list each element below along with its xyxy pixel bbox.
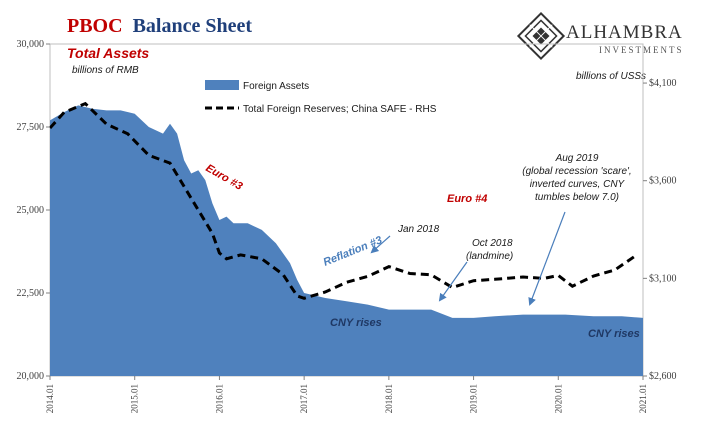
x-tick-label: 2015.01: [130, 384, 140, 413]
logo-sub: INVESTMENTS: [599, 45, 684, 55]
logo-emblem-icon: [516, 11, 566, 61]
reflation3-annotation: Reflation #3: [322, 234, 384, 268]
aug2019-line2: (global recession 'scare',: [522, 166, 631, 177]
aug2019-arrow: [528, 211, 566, 306]
x-tick-label: 2019.01: [469, 384, 479, 413]
aug2019-annotation: Aug 2019 (global recession 'scare', inve…: [522, 153, 631, 203]
x-tick-label: 2016.01: [214, 384, 224, 413]
right-tick-label: $3,600: [649, 176, 677, 187]
x-tick-label: 2014.01: [45, 384, 55, 413]
jan2018-annotation: Jan 2018: [397, 224, 440, 235]
x-tick-label: 2021.01: [638, 384, 648, 413]
aug2019-line1: Aug 2019: [555, 153, 599, 164]
oct2018-arrow: [438, 261, 468, 302]
legend: Foreign Assets Total Foreign Reserves; C…: [205, 80, 437, 115]
cny-rises-label-1: CNY rises: [330, 317, 382, 329]
reflation3-arrow: [370, 235, 391, 254]
left-axis-ticks: 20,000 22,500 25,000 27,500 30,000: [17, 39, 50, 382]
left-tick-label: 22,500: [17, 288, 45, 299]
legend-label-reserves: Total Foreign Reserves; China SAFE - RHS: [243, 104, 437, 115]
title-pboc: PBOC: [67, 15, 123, 37]
x-tick-label: 2017.01: [299, 384, 309, 413]
right-tick-label: $4,100: [649, 78, 677, 89]
chart-title: PBOC Balance Sheet: [67, 15, 252, 37]
foreign-assets-series: [50, 105, 643, 377]
oct2018-annotation-line2: (landmine): [466, 251, 513, 262]
logo-name: ALHAMBRA: [566, 22, 683, 43]
title-balance-sheet: Balance Sheet: [133, 15, 253, 37]
aug2019-line4: tumbles below 7.0): [535, 192, 619, 203]
right-tick-label: $3,100: [649, 273, 677, 284]
right-axis-ticks: $2,600 $3,100 $3,600 $4,100: [643, 78, 677, 382]
left-tick-label: 27,500: [17, 122, 45, 133]
euro4-annotation: Euro #4: [447, 193, 487, 205]
reserves-line: [48, 101, 637, 300]
left-tick-label: 25,000: [17, 205, 45, 216]
legend-swatch-foreign-assets: [205, 80, 239, 90]
x-tick-label: 2020.01: [553, 384, 563, 413]
cny-rises-label-2: CNY rises: [588, 328, 640, 340]
oct2018-annotation-line1: Oct 2018: [472, 238, 513, 249]
reserves-series: [48, 101, 637, 300]
alhambra-logo: ALHAMBRA INVESTMENTS: [516, 11, 684, 61]
euro3-annotation: Euro #3: [204, 162, 245, 193]
x-axis-ticks: 2014.01 2015.01 2016.01 2017.01 2018.01 2019.…: [45, 376, 648, 413]
foreign-assets-area: [50, 105, 643, 377]
left-tick-label: 30,000: [17, 39, 45, 50]
legend-label-foreign-assets: Foreign Assets: [243, 81, 309, 92]
x-tick-label: 2018.01: [384, 384, 394, 413]
total-assets-label: Total Assets: [67, 45, 149, 61]
aug2019-line3: inverted curves, CNY: [530, 179, 626, 190]
right-units-label: billions of USSs: [576, 71, 646, 82]
left-tick-label: 20,000: [17, 371, 45, 382]
left-units-label: billions of RMB: [72, 65, 139, 76]
right-tick-label: $2,600: [649, 371, 677, 382]
